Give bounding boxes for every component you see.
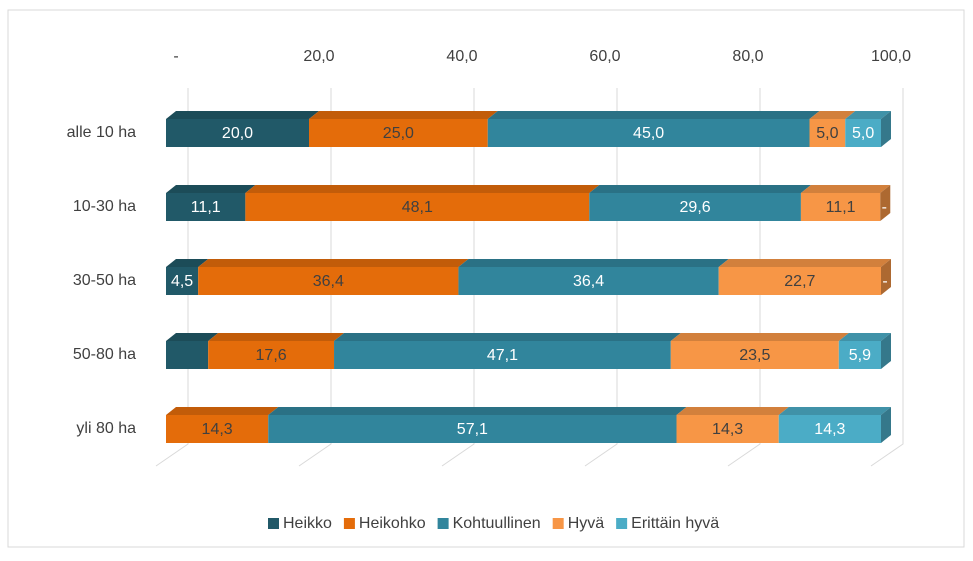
bar-side xyxy=(881,407,891,443)
bar-top xyxy=(800,185,891,193)
data-label: 17,6 xyxy=(256,347,287,364)
bar-top xyxy=(245,185,600,193)
data-label: 14,3 xyxy=(712,421,743,438)
bar xyxy=(718,267,881,295)
data-label: 29,6 xyxy=(680,199,711,216)
bar-top xyxy=(718,259,891,267)
data-label: 45,0 xyxy=(633,125,664,142)
bar-side xyxy=(881,259,891,295)
legend-swatch xyxy=(437,518,449,529)
data-label: 36,4 xyxy=(573,273,604,290)
x-tick-label: 60,0 xyxy=(589,48,620,65)
x-tick-label: 80,0 xyxy=(732,48,763,65)
bar xyxy=(487,119,810,147)
legend-label: Heikko xyxy=(283,515,332,532)
bar-top xyxy=(309,111,498,119)
bar-top xyxy=(198,259,469,267)
bar-top xyxy=(838,333,891,341)
bar xyxy=(166,193,246,221)
bar-side xyxy=(881,111,891,147)
bar xyxy=(309,119,488,147)
bar-top xyxy=(670,333,849,341)
bar xyxy=(778,415,881,443)
data-label: 5,9 xyxy=(849,347,871,364)
bar-top xyxy=(166,259,209,267)
y-tick-label: 10-30 ha xyxy=(73,198,136,215)
bar xyxy=(334,341,671,369)
bar xyxy=(166,415,269,443)
y-tick-label: alle 10 ha xyxy=(67,124,136,141)
bar xyxy=(245,193,590,221)
bar-top xyxy=(208,333,345,341)
data-label: - xyxy=(882,199,887,216)
bar-top xyxy=(268,407,687,415)
data-label: 14,3 xyxy=(202,421,233,438)
bar-top xyxy=(166,111,319,119)
data-label: 23,5 xyxy=(739,347,770,364)
data-label: 20,0 xyxy=(222,125,253,142)
bar xyxy=(268,415,677,443)
x-tick-label: 100,0 xyxy=(871,48,911,65)
y-tick-label: 30-50 ha xyxy=(73,272,136,289)
bar-side xyxy=(880,185,891,221)
legend-label: Erittäin hyvä xyxy=(631,515,719,532)
data-label: 5,0 xyxy=(816,125,838,142)
bar xyxy=(198,267,459,295)
bar-top xyxy=(809,111,856,119)
bar xyxy=(845,119,881,147)
data-label: 14,3 xyxy=(814,421,845,438)
bar xyxy=(838,341,881,369)
legend-swatch xyxy=(343,518,355,529)
bar xyxy=(589,193,801,221)
bar xyxy=(166,267,199,295)
bar xyxy=(670,341,839,369)
legend-label: Heikohko xyxy=(359,515,426,532)
data-label: 48,1 xyxy=(402,199,433,216)
bar xyxy=(676,415,779,443)
legend-swatch xyxy=(552,518,564,529)
bar xyxy=(166,341,209,369)
data-label: 25,0 xyxy=(383,125,414,142)
bar-top xyxy=(676,407,789,415)
data-label: 11,1 xyxy=(826,199,856,216)
bar-top xyxy=(589,185,811,193)
legend-swatch xyxy=(616,518,628,529)
data-label: 4,5 xyxy=(171,273,193,290)
data-label: 11,1 xyxy=(191,199,221,216)
bar-top xyxy=(778,407,891,415)
legend-label: Hyvä xyxy=(568,515,605,532)
grid-line xyxy=(870,88,904,467)
bar-top xyxy=(334,333,681,341)
y-tick-label: yli 80 ha xyxy=(76,420,136,437)
bar-top xyxy=(458,259,729,267)
bar-top xyxy=(166,407,279,415)
data-label: - xyxy=(882,273,887,290)
data-label: 36,4 xyxy=(313,273,344,290)
x-tick-label: - xyxy=(173,48,178,65)
bar-top xyxy=(487,111,820,119)
y-tick-label: 50-80 ha xyxy=(73,346,136,363)
bar xyxy=(458,267,719,295)
bar xyxy=(208,341,335,369)
data-label: 47,1 xyxy=(487,347,518,364)
bar-side xyxy=(881,333,891,369)
bar xyxy=(166,119,309,147)
data-label: 57,1 xyxy=(457,421,488,438)
bar xyxy=(800,193,881,221)
data-label: 22,7 xyxy=(784,273,815,290)
legend-label: Kohtuullinen xyxy=(453,515,541,532)
bar-top xyxy=(166,185,256,193)
legend-swatch xyxy=(268,518,279,529)
bar-top xyxy=(845,111,891,119)
x-tick-label: 20,0 xyxy=(303,48,334,65)
data-label: 5,0 xyxy=(852,125,874,142)
bar-top xyxy=(166,333,219,341)
bar xyxy=(809,119,846,147)
x-tick-label: 40,0 xyxy=(446,48,477,65)
